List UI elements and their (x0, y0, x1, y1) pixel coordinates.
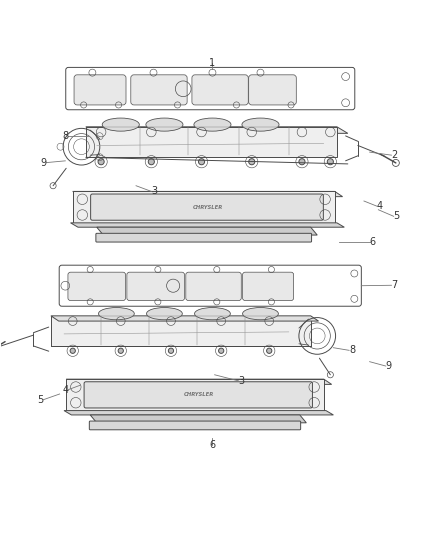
Circle shape (249, 159, 255, 165)
Circle shape (299, 159, 305, 165)
Text: 3: 3 (151, 187, 157, 196)
FancyBboxPatch shape (74, 75, 126, 105)
Polygon shape (51, 316, 318, 321)
Polygon shape (86, 127, 348, 133)
Ellipse shape (194, 308, 230, 320)
Text: 3: 3 (239, 376, 245, 386)
Ellipse shape (147, 308, 182, 320)
Circle shape (327, 159, 333, 165)
Circle shape (98, 159, 104, 165)
Polygon shape (86, 127, 337, 157)
Circle shape (168, 348, 173, 353)
Circle shape (198, 159, 205, 165)
Text: 4: 4 (62, 385, 68, 394)
Text: 4: 4 (377, 201, 383, 211)
Polygon shape (97, 227, 317, 235)
Ellipse shape (146, 118, 183, 131)
Ellipse shape (243, 308, 279, 320)
Text: 8: 8 (62, 131, 68, 141)
Circle shape (148, 159, 154, 165)
Text: 5: 5 (394, 211, 400, 221)
Text: CHRYSLER: CHRYSLER (193, 205, 223, 209)
Polygon shape (66, 379, 332, 384)
Polygon shape (51, 316, 311, 346)
FancyBboxPatch shape (127, 272, 184, 301)
Ellipse shape (242, 118, 279, 131)
FancyBboxPatch shape (192, 75, 248, 105)
FancyBboxPatch shape (243, 272, 293, 301)
Text: 6: 6 (370, 237, 376, 247)
Text: 6: 6 (209, 440, 215, 450)
Text: 9: 9 (386, 361, 392, 371)
Polygon shape (90, 415, 306, 423)
Circle shape (267, 348, 272, 353)
Text: 5: 5 (37, 394, 43, 405)
Text: 9: 9 (40, 158, 46, 167)
Ellipse shape (194, 118, 231, 131)
FancyBboxPatch shape (96, 233, 311, 242)
FancyBboxPatch shape (66, 67, 355, 110)
FancyBboxPatch shape (131, 75, 187, 105)
Polygon shape (71, 223, 344, 227)
Polygon shape (66, 379, 324, 410)
Circle shape (70, 348, 75, 353)
FancyBboxPatch shape (68, 272, 126, 301)
Text: 1: 1 (209, 59, 215, 68)
Text: 7: 7 (392, 280, 398, 290)
FancyBboxPatch shape (91, 194, 323, 220)
Ellipse shape (99, 308, 134, 320)
FancyBboxPatch shape (89, 421, 300, 430)
FancyBboxPatch shape (249, 75, 296, 105)
Circle shape (118, 348, 124, 353)
FancyBboxPatch shape (59, 265, 361, 306)
Text: CHRYSLER: CHRYSLER (184, 392, 215, 398)
Polygon shape (73, 191, 335, 223)
Ellipse shape (102, 118, 139, 131)
FancyBboxPatch shape (186, 272, 241, 301)
Polygon shape (73, 191, 343, 197)
Circle shape (219, 348, 224, 353)
Polygon shape (64, 410, 333, 415)
Text: 2: 2 (392, 150, 398, 160)
FancyBboxPatch shape (84, 382, 312, 408)
Text: 8: 8 (349, 345, 355, 356)
